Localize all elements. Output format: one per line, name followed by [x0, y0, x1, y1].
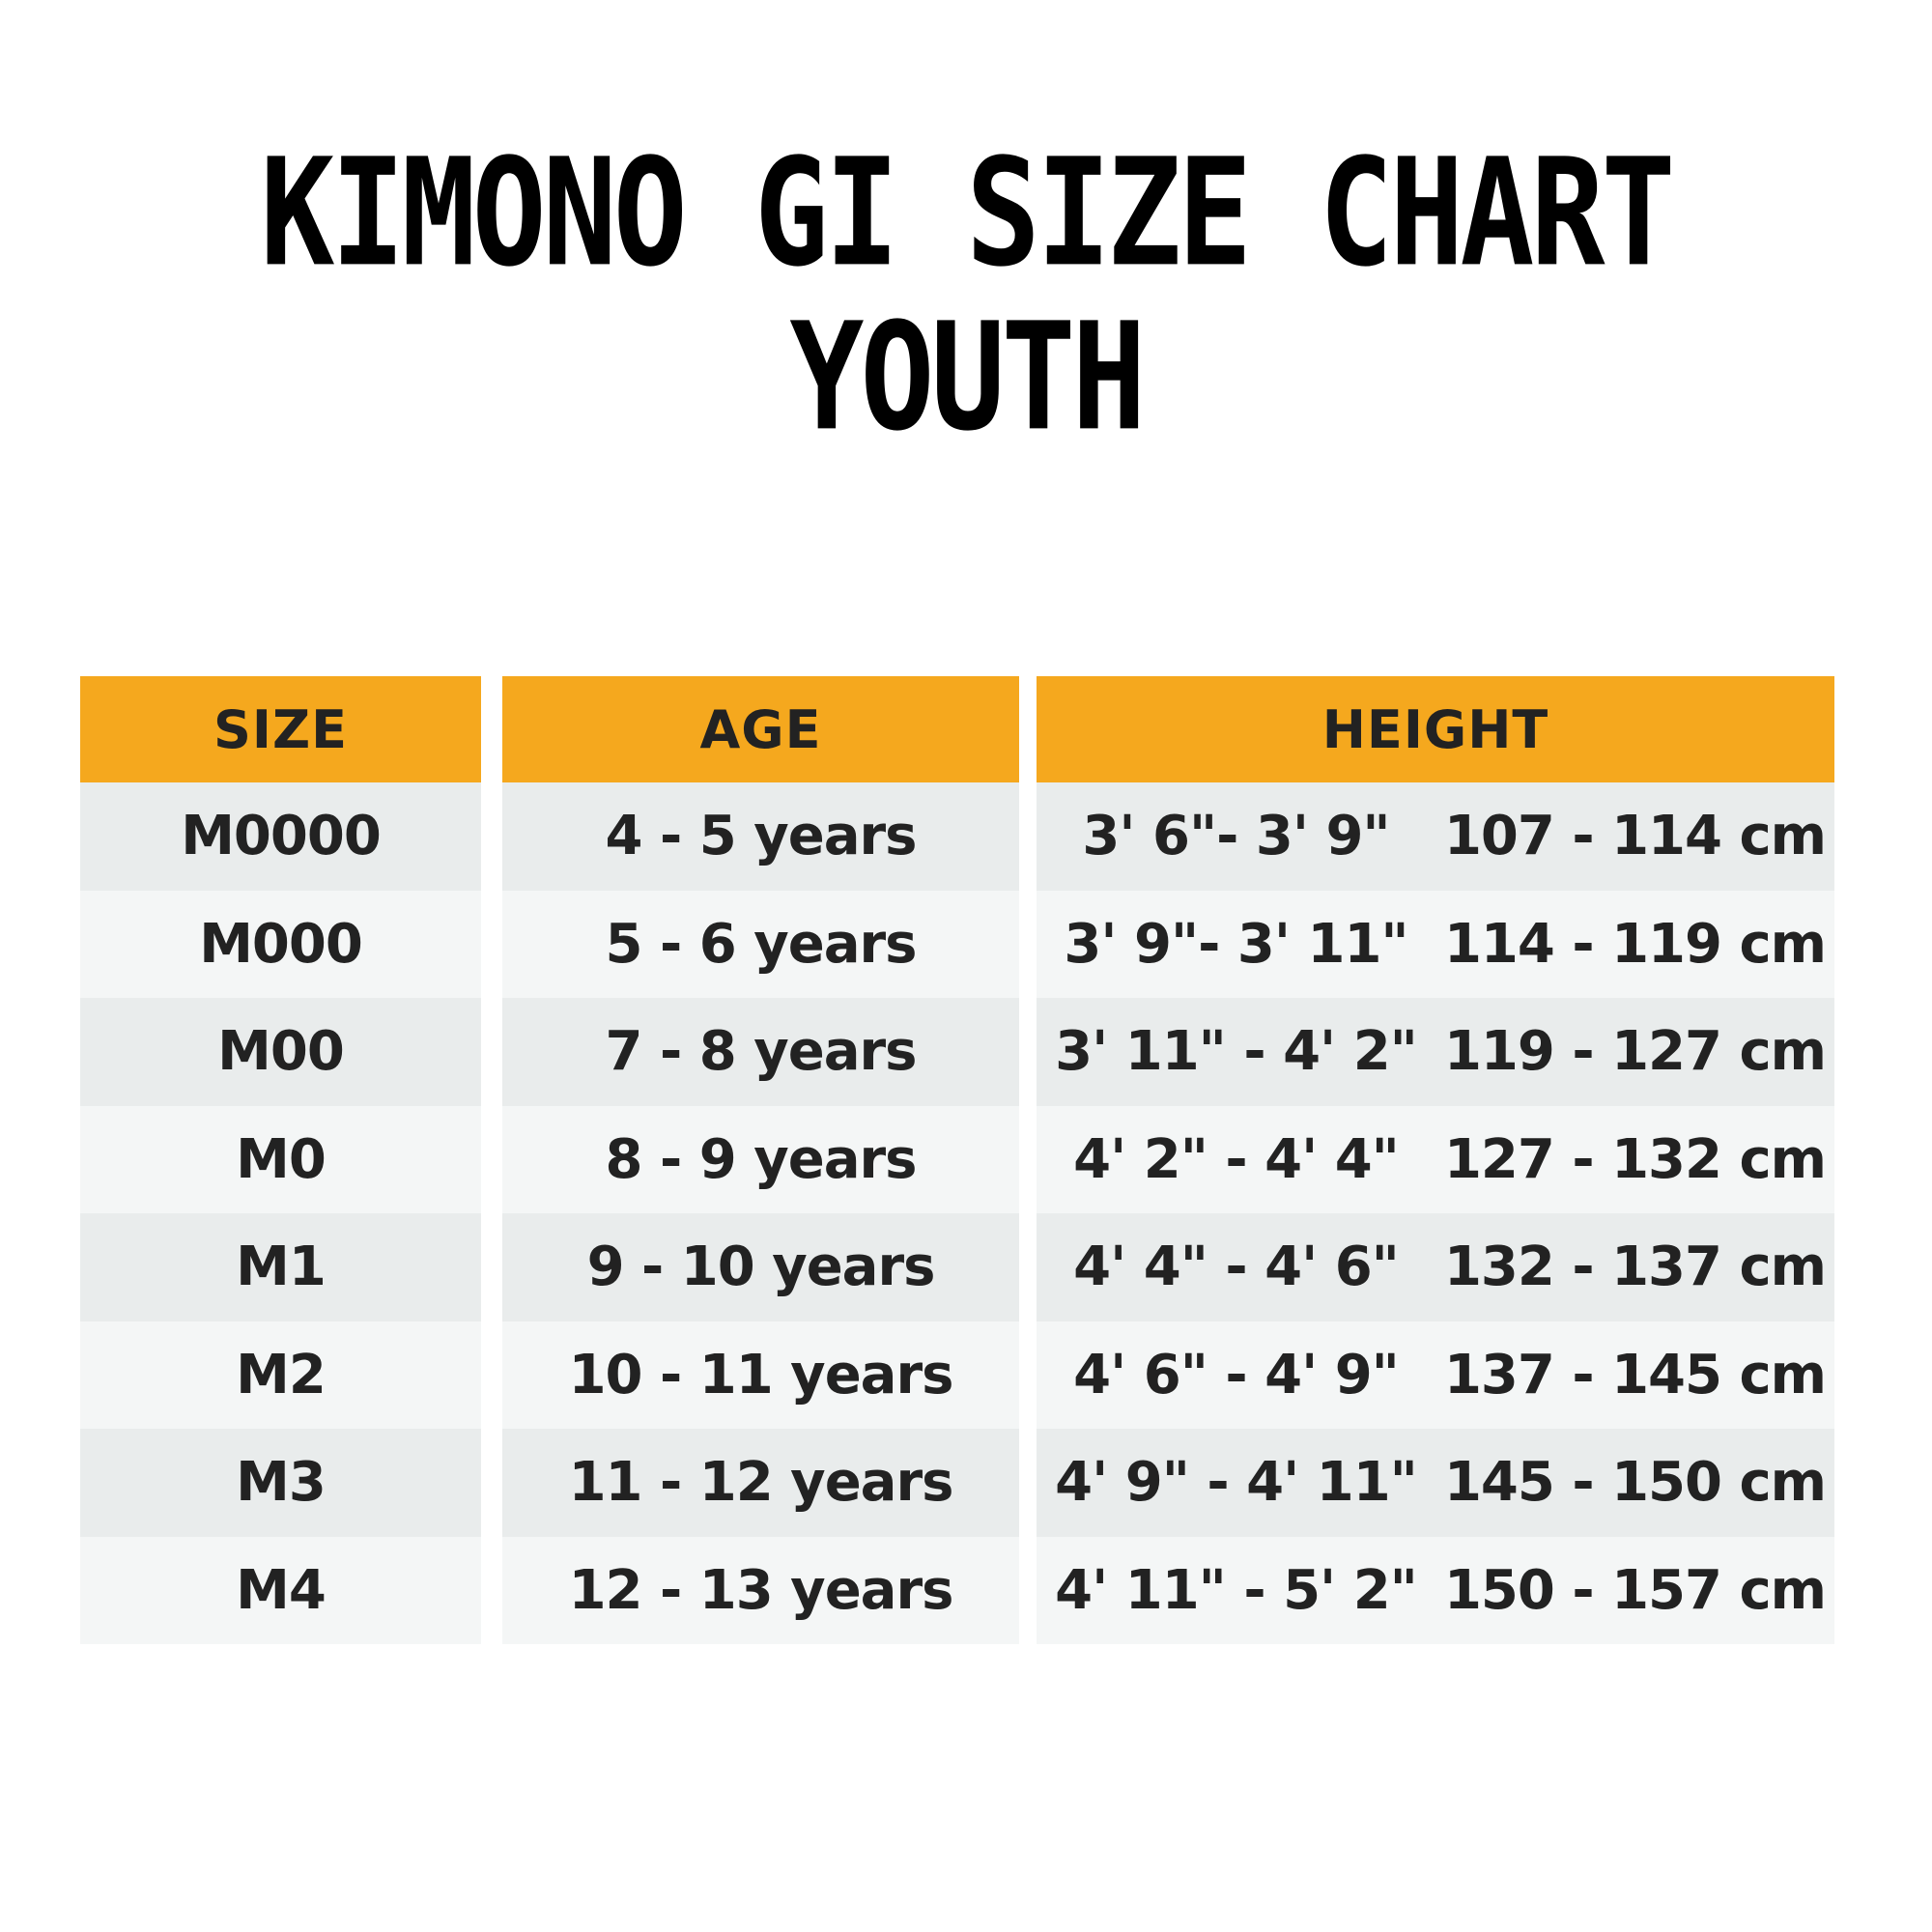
height-imperial-cell: 4' 11" - 5' 2" — [1055, 1558, 1418, 1622]
height-metric-cell: 107 - 114 cm — [1443, 805, 1827, 868]
height-row: 3' 6"- 3' 9" 107 - 114 cm — [1037, 782, 1834, 891]
height-header: HEIGHT — [1037, 676, 1834, 782]
age-cell: 8 - 9 years — [502, 1105, 1019, 1213]
height-row: 4' 11" - 5' 2" 150 - 157 cm — [1037, 1536, 1834, 1644]
size-cell: M2 — [80, 1321, 481, 1429]
size-cell: M4 — [80, 1536, 481, 1644]
height-imperial-cell: 4' 9" - 4' 11" — [1055, 1451, 1418, 1515]
age-header: AGE — [502, 676, 1019, 782]
height-imperial-cell: 4' 4" - 4' 6" — [1073, 1236, 1400, 1299]
page-title: KIMONO GI SIZE CHART — [260, 127, 1675, 300]
height-metric-cell: 127 - 132 cm — [1443, 1127, 1827, 1191]
height-imperial-cell: 3' 11" - 4' 2" — [1055, 1020, 1418, 1084]
height-imperial-cell: 3' 6"- 3' 9" — [1082, 805, 1390, 868]
height-imperial-cell: 3' 9"- 3' 11" — [1064, 912, 1408, 976]
height-row: 3' 11" - 4' 2" 119 - 127 cm — [1037, 998, 1834, 1106]
height-imperial-cell: 4' 2" - 4' 4" — [1073, 1127, 1400, 1191]
height-row: 4' 6" - 4' 9" 137 - 145 cm — [1037, 1321, 1834, 1429]
height-row: 3' 9"- 3' 11" 114 - 119 cm — [1037, 890, 1834, 998]
height-metric-cell: 114 - 119 cm — [1443, 912, 1827, 976]
size-header: SIZE — [80, 676, 481, 782]
age-cell: 9 - 10 years — [502, 1213, 1019, 1321]
age-cell: 4 - 5 years — [502, 782, 1019, 891]
height-metric-cell: 145 - 150 cm — [1443, 1451, 1827, 1515]
height-metric-cell: 137 - 145 cm — [1443, 1343, 1827, 1406]
size-cell: M000 — [80, 890, 481, 998]
age-cell: 7 - 8 years — [502, 998, 1019, 1106]
age-cell: 12 - 13 years — [502, 1536, 1019, 1644]
age-cell: 10 - 11 years — [502, 1321, 1019, 1429]
height-row: 4' 2" - 4' 4" 127 - 132 cm — [1037, 1105, 1834, 1213]
age-cell: 11 - 12 years — [502, 1429, 1019, 1537]
age-cell: 5 - 6 years — [502, 890, 1019, 998]
size-cell: M1 — [80, 1213, 481, 1321]
size-cell: M3 — [80, 1429, 481, 1537]
height-row: 4' 4" - 4' 6" 132 - 137 cm — [1037, 1213, 1834, 1321]
height-metric-cell: 119 - 127 cm — [1443, 1020, 1827, 1084]
height-row: 4' 9" - 4' 11" 145 - 150 cm — [1037, 1429, 1834, 1537]
size-cell: M0 — [80, 1105, 481, 1213]
height-column: HEIGHT 3' 6"- 3' 9" 107 - 114 cm 3' 9"- … — [1037, 676, 1834, 1644]
size-cell: M00 — [80, 998, 481, 1106]
age-column: AGE 4 - 5 years 5 - 6 years 7 - 8 years … — [502, 676, 1019, 1644]
height-metric-cell: 150 - 157 cm — [1443, 1558, 1827, 1622]
page-subtitle: YOUTH — [789, 291, 1146, 465]
size-column: SIZE M0000 M000 M00 M0 M1 M2 M3 M4 — [80, 676, 481, 1644]
height-imperial-cell: 4' 6" - 4' 9" — [1073, 1343, 1400, 1406]
size-cell: M0000 — [80, 782, 481, 891]
height-metric-cell: 132 - 137 cm — [1443, 1236, 1827, 1299]
